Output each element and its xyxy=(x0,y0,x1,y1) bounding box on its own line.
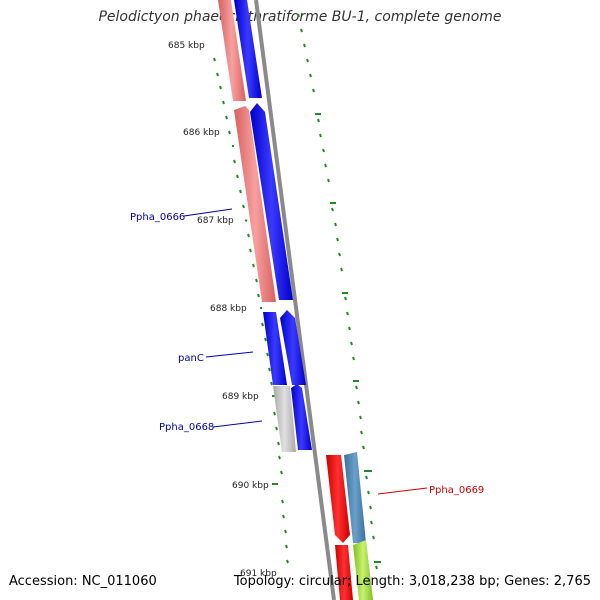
accession-text: Accession: NC_011060 xyxy=(9,574,157,589)
gene-labels: Ppha_0666 panC Ppha_0668 Ppha_0669 xyxy=(130,212,484,496)
genome-backbone xyxy=(254,0,336,600)
tick-label-687: 687 kbp xyxy=(197,216,234,226)
gene-label-ppha-0666[interactable]: Ppha_0666 xyxy=(130,212,185,223)
red-feature[interactable] xyxy=(335,545,353,600)
tick-label-689: 689 kbp xyxy=(222,392,259,402)
tick-label-690: 690 kbp xyxy=(232,481,269,491)
outer-tick-ring xyxy=(297,13,381,570)
red-feature[interactable] xyxy=(326,455,350,543)
reverse-cds-feature[interactable] xyxy=(218,0,246,101)
kbp-tick-labels: 685 kbp 686 kbp 687 kbp 688 kbp 689 kbp … xyxy=(168,41,277,579)
genome-summary-text: Topology: circular; Length: 3,018,238 bp… xyxy=(233,574,591,589)
gene-label-panc[interactable]: panC xyxy=(178,353,204,364)
gene-label-leaders xyxy=(183,208,428,495)
steelblue-feature[interactable] xyxy=(344,452,366,543)
forward-cds-feature[interactable] xyxy=(291,384,312,450)
reverse-cds-feature[interactable] xyxy=(234,106,276,302)
forward-cds-feature[interactable] xyxy=(280,310,306,385)
genome-title: Pelodictyon phaeoclathratiforme BU-1, co… xyxy=(98,9,502,25)
tick-label-686: 686 kbp xyxy=(183,128,220,138)
gene-label-ppha-0669[interactable]: Ppha_0669 xyxy=(429,485,484,496)
lime-feature[interactable] xyxy=(353,540,373,600)
forward-cds-feature[interactable] xyxy=(234,0,262,98)
tick-label-685: 685 kbp xyxy=(168,41,205,51)
tick-label-691: 691 kbp xyxy=(240,569,277,579)
gray-feature[interactable] xyxy=(273,386,296,452)
gene-label-ppha-0668[interactable]: Ppha_0668 xyxy=(159,422,214,433)
inner-tick-ring xyxy=(213,57,289,564)
forward-cds-feature[interactable] xyxy=(250,103,293,300)
forward-cds-feature[interactable] xyxy=(263,312,287,385)
tick-label-688: 688 kbp xyxy=(210,304,247,314)
